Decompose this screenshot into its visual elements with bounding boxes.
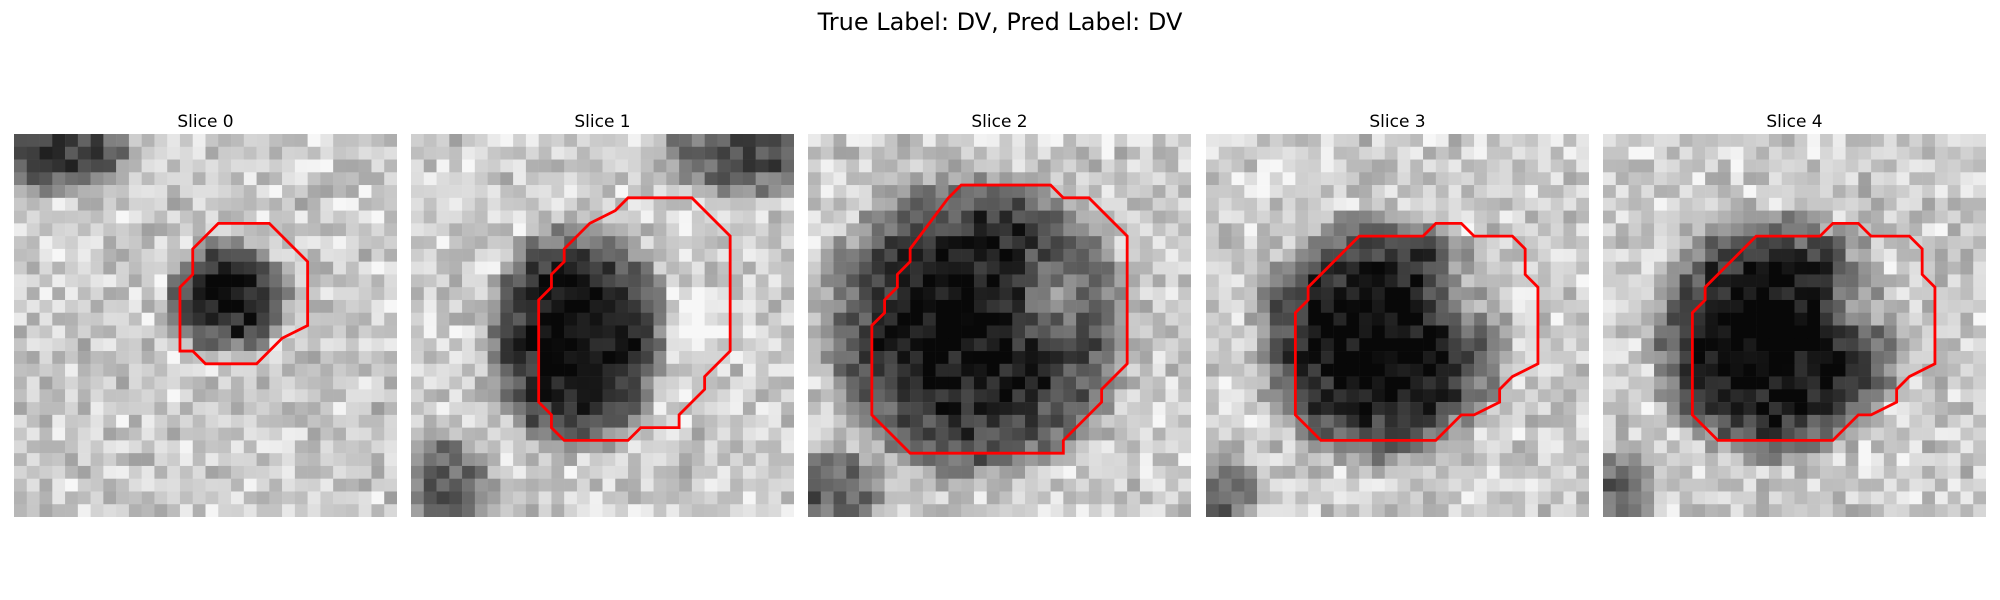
slice-image — [808, 134, 1191, 517]
panel-slice-0: Slice 0 — [14, 110, 397, 517]
segmentation-contour — [1690, 221, 1937, 442]
panel-slice-2: Slice 2 — [808, 110, 1191, 517]
panel-title: Slice 4 — [1766, 112, 1823, 132]
segmentation-contour — [870, 183, 1129, 455]
panel-title: Slice 1 — [574, 112, 631, 132]
panel-title: Slice 3 — [1369, 112, 1426, 132]
slice-image — [411, 134, 794, 517]
slice-image — [1603, 134, 1986, 517]
slice-image — [1206, 134, 1589, 517]
panel-title: Slice 2 — [971, 112, 1028, 132]
panel-slice-1: Slice 1 — [411, 110, 794, 517]
panel-title: Slice 0 — [177, 112, 234, 132]
panel-slice-3: Slice 3 — [1206, 110, 1589, 517]
segmentation-contour — [178, 221, 310, 366]
segmentation-contour — [537, 196, 732, 442]
panel-slice-4: Slice 4 — [1603, 110, 1986, 517]
figure-title: True Label: DV, Pred Label: DV — [817, 8, 1183, 36]
segmentation-contour — [1293, 221, 1540, 442]
slice-image — [14, 134, 397, 517]
